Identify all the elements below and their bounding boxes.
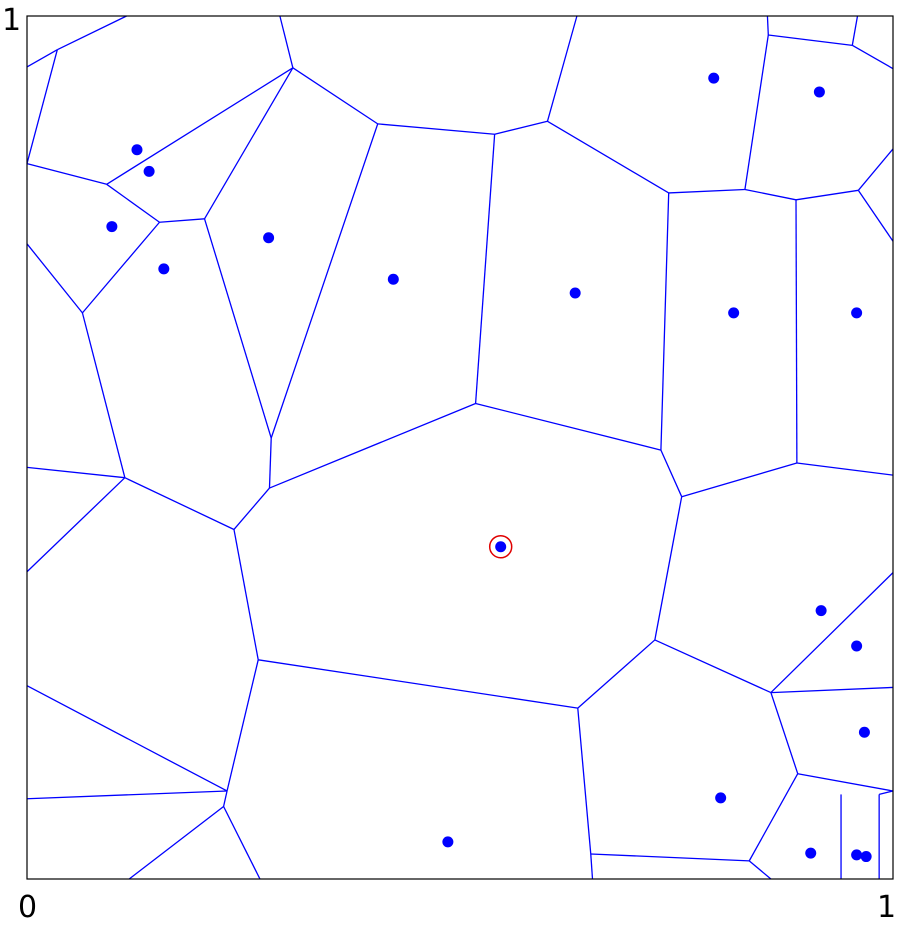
site-point [569,287,581,299]
plot-frame [26,15,894,880]
site-point [858,726,870,738]
voronoi-edge [851,15,859,46]
voronoi-edge [159,218,205,223]
site-point [708,72,720,84]
voronoi-edge [748,860,772,880]
voronoi-edge [26,685,228,792]
voronoi-edge [26,162,107,185]
voronoi-edge [660,449,683,497]
site-point [728,307,740,319]
voronoi-edge [377,123,495,135]
voronoi-edge [26,477,126,573]
voronoi-edge [857,189,894,242]
highlighted-site-ring [488,534,513,559]
voronoi-edge [292,67,379,125]
voronoi-edge [795,199,798,464]
voronoi-edge [851,44,894,70]
site-point [143,165,155,177]
voronoi-edge [744,188,797,201]
voronoi-edge [57,15,127,51]
voronoi-edge [203,67,294,220]
voronoi-edge [797,773,894,792]
site-point [387,273,399,285]
voronoi-edge [279,15,294,68]
site-point [805,847,817,859]
voronoi-edge [124,477,235,531]
site-point [131,144,143,156]
voronoi-edge [258,659,578,709]
voronoi-edge [233,487,270,530]
voronoi-edge [770,692,799,774]
voronoi-edge [128,805,224,880]
voronoi-edge [857,148,894,191]
voronoi-edge [81,221,160,314]
site-point [860,851,872,863]
voronoi-edge [26,243,83,314]
voronoi-edge [81,312,126,478]
voronoi-edge [233,529,259,660]
voronoi-edge [26,49,58,68]
voronoi-edge [546,15,578,122]
voronoi-edge [475,402,662,451]
voronoi-edge [577,639,656,709]
voronoi-edge [494,120,548,135]
voronoi-edge [270,123,379,439]
voronoi-edge [474,134,496,404]
y-axis-max-label: 1 [2,3,22,38]
voronoi-edge [748,773,799,862]
voronoi-edge [660,192,670,451]
voronoi-sites [106,72,872,863]
voronoi-edge [226,659,259,792]
voronoi-edge [269,402,476,489]
voronoi-edge [106,67,294,185]
voronoi-edges [26,15,894,880]
voronoi-edge [654,496,683,641]
voronoi-edge [796,462,894,476]
site-point [495,541,507,553]
voronoi-edge [770,686,894,694]
voronoi-edge [203,218,272,439]
voronoi-edge [547,120,670,194]
voronoi-edge [744,34,769,190]
voronoi-edge [106,183,160,223]
voronoi-edge [590,853,750,862]
voronoi-edge [577,708,592,855]
site-point [715,792,727,804]
voronoi-edge [878,790,894,796]
voronoi-edge [590,853,594,880]
voronoi-edge [223,806,261,880]
x-axis-max-label: 1 [877,890,897,925]
voronoi-edge [268,437,272,489]
voronoi-edge [766,15,769,36]
voronoi-edge [770,572,894,694]
site-point [851,307,863,319]
voronoi-edge [681,462,798,498]
voronoi-edge [26,466,125,479]
voronoi-edge [795,189,859,201]
voronoi-edge [654,639,772,694]
voronoi-edge [668,188,745,194]
site-point [813,86,825,98]
voronoi-edge [26,790,228,800]
voronoi-edge [26,49,58,164]
voronoi-edge [222,790,228,807]
site-point [815,605,827,617]
site-point [158,263,170,275]
x-axis-min-label: 0 [18,890,38,925]
site-point [851,640,863,652]
site-point [106,221,118,233]
site-point [442,836,454,848]
site-point [263,232,275,244]
site-point [851,849,863,861]
voronoi-edge [768,34,853,46]
